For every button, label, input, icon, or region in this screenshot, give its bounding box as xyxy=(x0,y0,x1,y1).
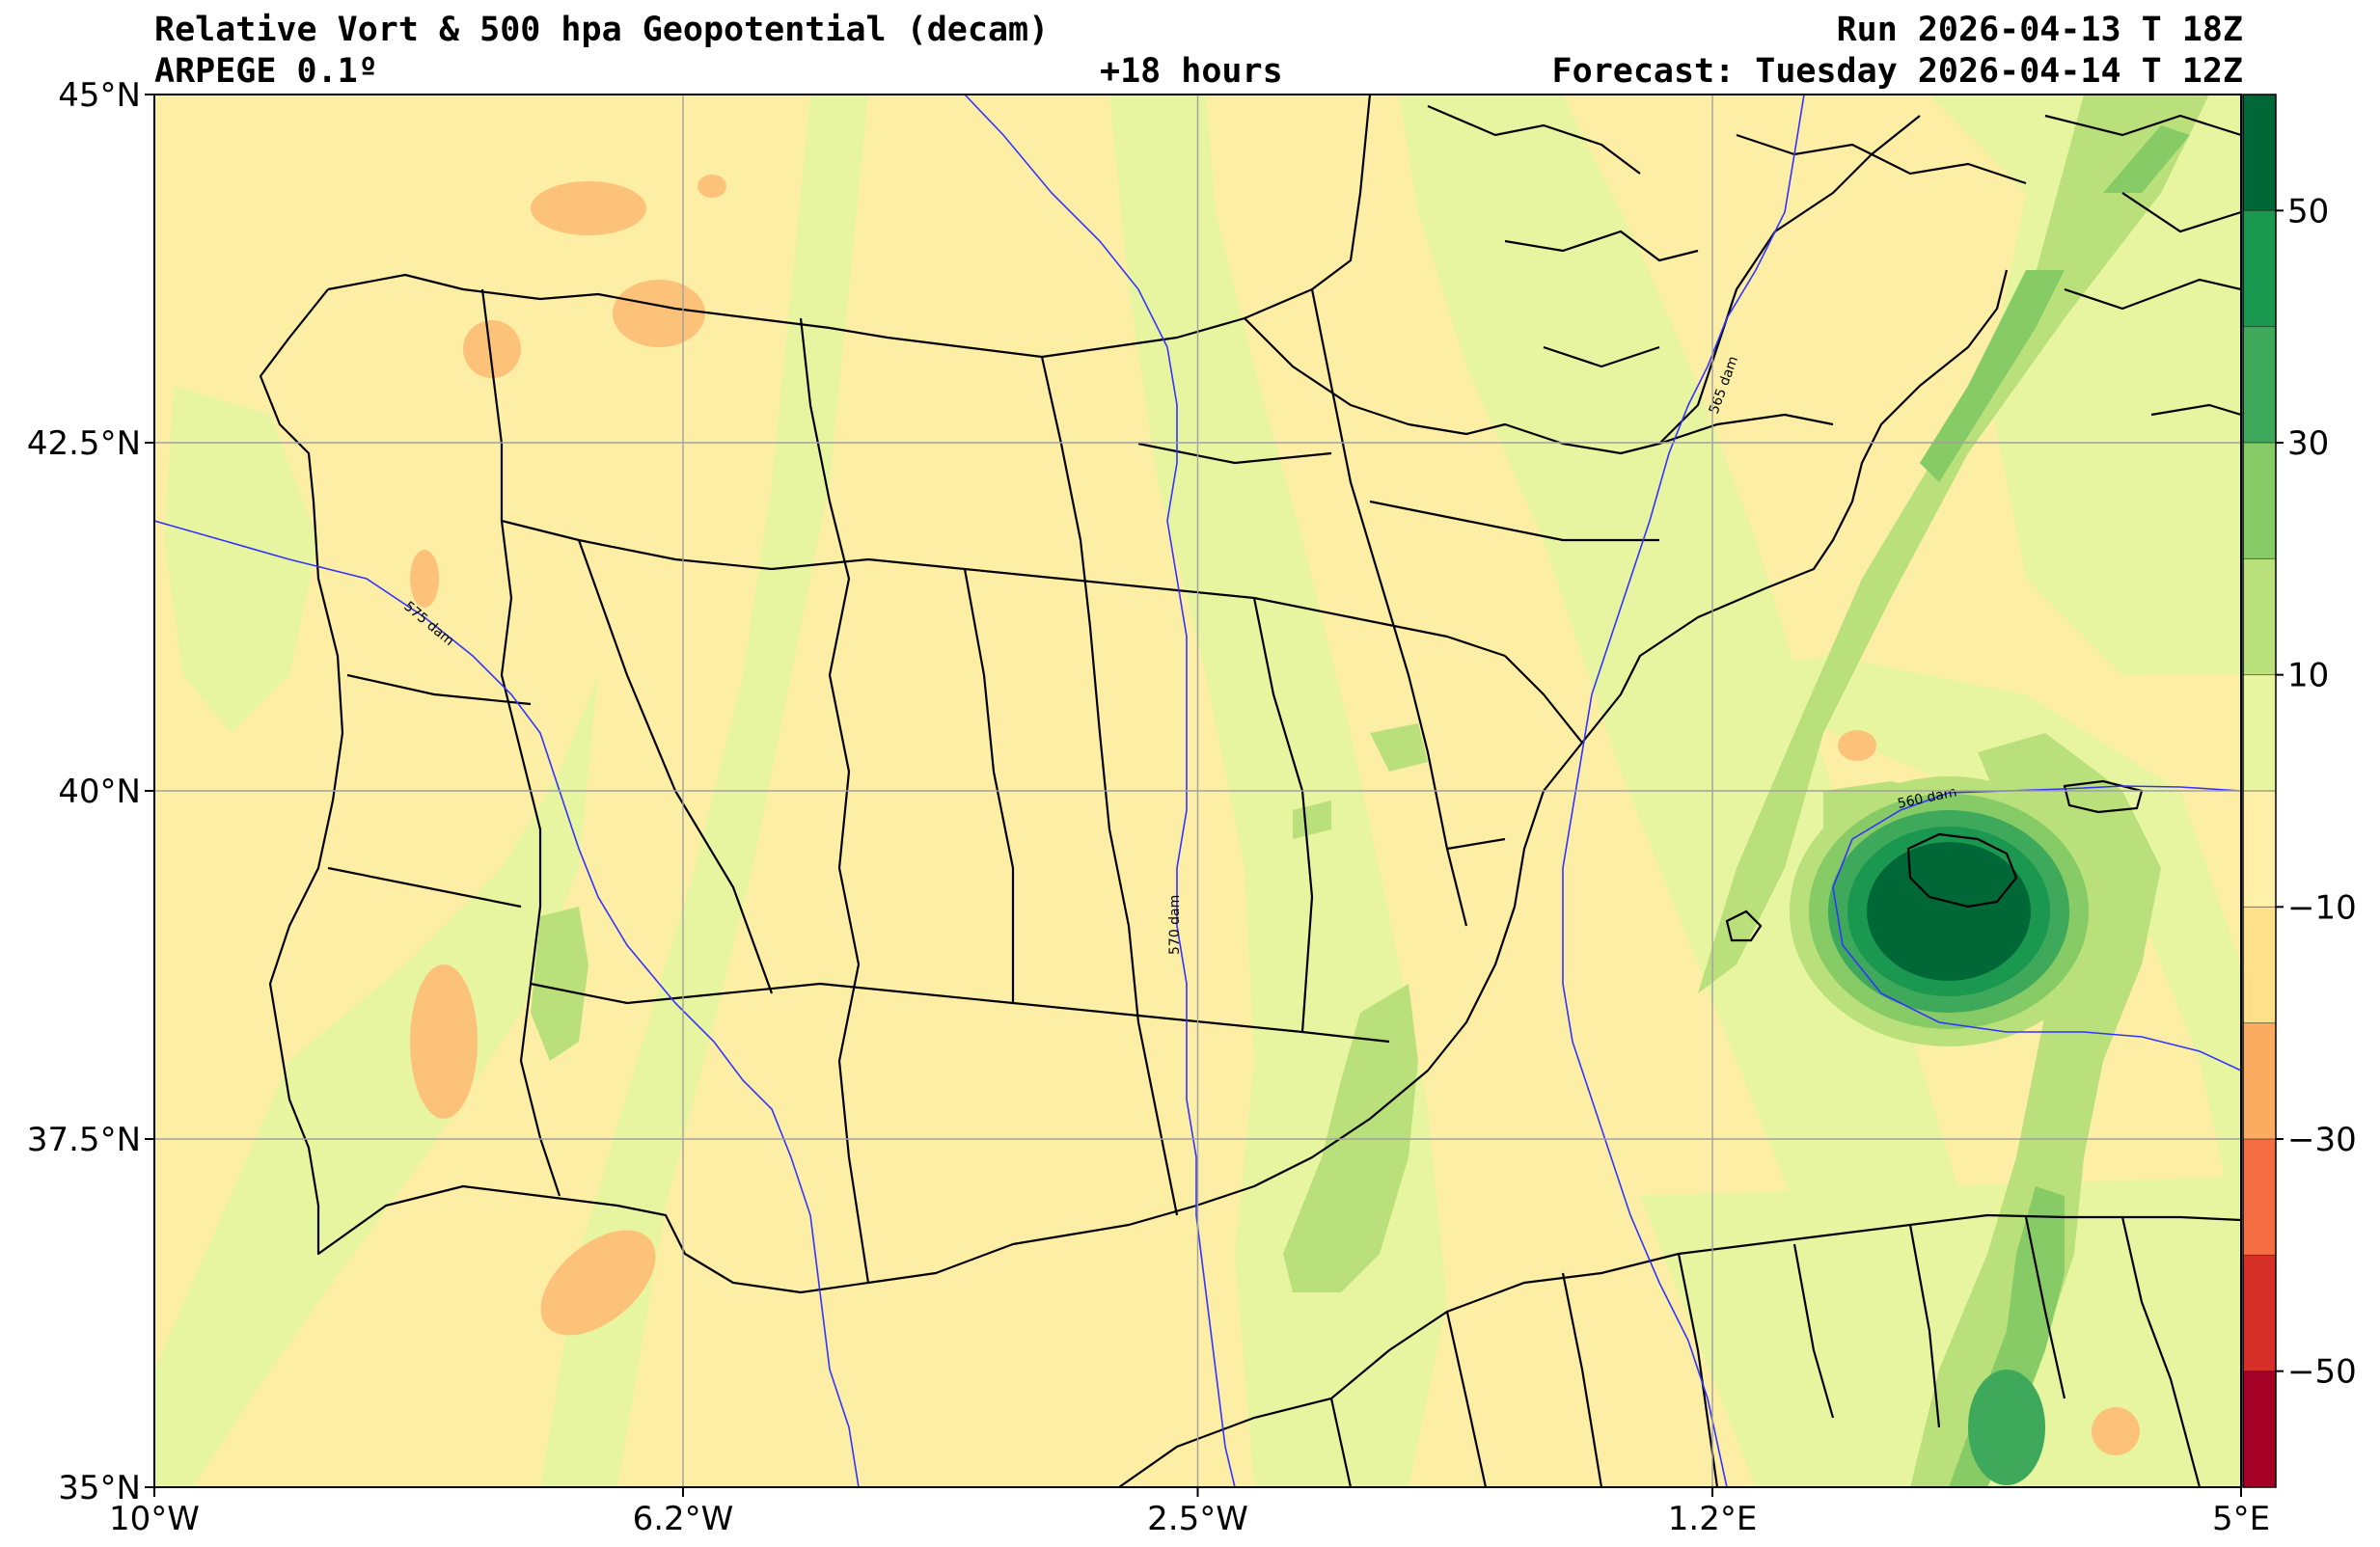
colorbar-segment-2 xyxy=(2243,1139,2276,1256)
negative-vorticity-patches xyxy=(410,175,2140,1455)
colorbar-label-2: 10 xyxy=(2287,657,2329,695)
contour-560 xyxy=(1832,785,2241,1072)
contour-570 xyxy=(964,95,1236,1487)
tick-label-lon-2: 2.5°W xyxy=(1147,1500,1248,1538)
colorbar-segment-9 xyxy=(2243,326,2276,443)
tick-label-lat-3: 37.5°N xyxy=(27,1121,141,1159)
colorbar-segment-3 xyxy=(2243,1022,2276,1139)
graticule-gridlines xyxy=(154,95,2241,1487)
contour-label-570: 570 dam xyxy=(1167,895,1183,955)
colorbar-label-5: −50 xyxy=(2287,1353,2357,1392)
colorbar-label-4: −30 xyxy=(2287,1121,2357,1159)
forecast-lead-time: +18 hours xyxy=(1100,52,1283,91)
colorbar-segment-10 xyxy=(2243,210,2276,327)
colorbar-label-1: 30 xyxy=(2287,424,2329,463)
tick-label-lon-4: 5°E xyxy=(2212,1500,2270,1538)
vorticity-maximum-south xyxy=(1968,1370,2045,1485)
coastline-borders xyxy=(259,95,2009,1294)
colorbar-segment-6 xyxy=(2243,674,2276,791)
vorticity-colorbar: 50 30 10 −10 −30 −50 xyxy=(2242,94,2357,1488)
colorbar-label-0: 50 xyxy=(2287,192,2329,231)
tick-label-lat-4: 35°N xyxy=(58,1469,141,1507)
balearic-islands xyxy=(1725,779,2144,942)
geopotential-contours xyxy=(154,95,2241,1487)
model-name: ARPEGE 0.1º xyxy=(154,52,378,91)
tick-label-lon-1: 6.2°W xyxy=(633,1500,734,1538)
tick-label-lat-1: 42.5°N xyxy=(27,424,141,463)
colorbar-frame xyxy=(2242,94,2277,1488)
colorbar-segment-4 xyxy=(2243,907,2276,1023)
run-time: Run 2026-04-13 T 18Z xyxy=(1836,11,2243,49)
forecast-valid-time: Forecast: Tuesday 2026-04-14 T 12Z xyxy=(1551,52,2243,91)
colorbar-segment-11 xyxy=(2243,95,2276,211)
colorbar-segment-8 xyxy=(2243,443,2276,559)
colorbar-segment-5 xyxy=(2243,791,2276,908)
vorticity-field: 575 dam 570 dam 565 dam 560 dam xyxy=(154,95,2241,1487)
colorbar-segment-0 xyxy=(2243,1371,2276,1487)
colorbar-label-3: −10 xyxy=(2287,888,2357,927)
map-title: Relative Vort & 500 hpa Geopotential (de… xyxy=(154,11,1050,49)
contour-575 xyxy=(154,520,860,1487)
europe-borders xyxy=(1427,104,2241,417)
tick-label-lat-2: 40°N xyxy=(58,773,141,811)
tick-label-lon-3: 1.2°E xyxy=(1668,1500,1758,1538)
tick-label-lat-0: 45°N xyxy=(58,76,141,115)
tick-label-lon-0: 10°W xyxy=(109,1500,200,1538)
colorbar-segment-1 xyxy=(2243,1255,2276,1371)
contour-565 xyxy=(1562,95,1805,1487)
latitude-axis: 45°N 42.5°N 40°N 37.5°N 35°N xyxy=(27,76,154,1507)
colorbar-segment-7 xyxy=(2243,558,2276,675)
longitude-axis: 10°W 6.2°W 2.5°W 1.2°E 5°E xyxy=(109,1487,2270,1538)
north-africa-coastline xyxy=(1118,1213,2241,1487)
